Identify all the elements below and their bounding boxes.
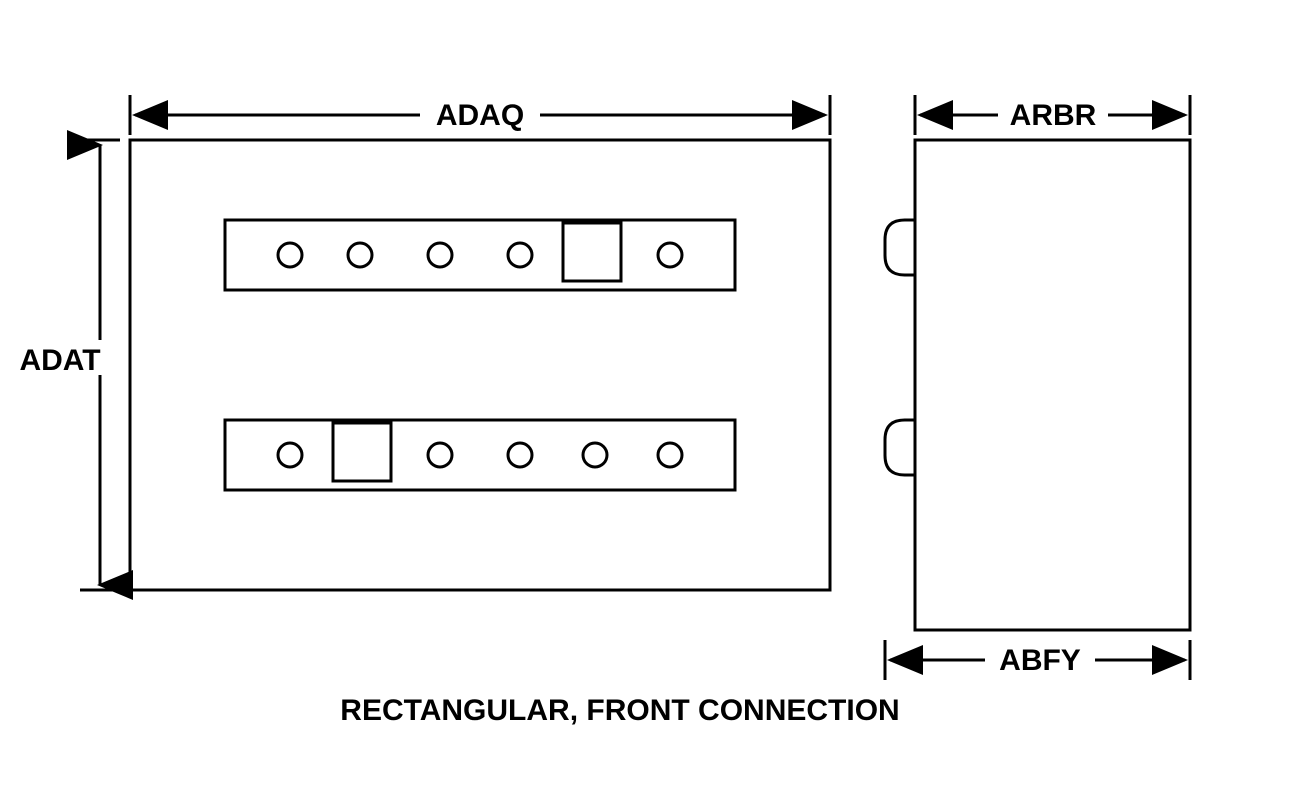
- hole-0-4: [658, 243, 682, 267]
- front-view: [130, 140, 830, 590]
- front-rect: [130, 140, 830, 590]
- hole-1-1: [428, 443, 452, 467]
- dim-label-arbr: ARBR: [1010, 99, 1097, 132]
- hole-1-0: [278, 443, 302, 467]
- hole-0-2: [428, 243, 452, 267]
- square-0: [563, 223, 621, 281]
- dim-label-adaq: ADAQ: [436, 99, 524, 132]
- hole-1-3: [583, 443, 607, 467]
- diagram-title: RECTANGULAR, FRONT CONNECTION: [340, 694, 899, 727]
- side-rect: [915, 140, 1190, 630]
- tab-0: [885, 220, 915, 275]
- side-view: [885, 140, 1190, 630]
- tab-1: [885, 420, 915, 475]
- dim-label-abfy: ABFY: [999, 644, 1081, 677]
- dimension-lines: ADAQ ADAT ARBR ABFY: [19, 95, 1190, 680]
- hole-0-1: [348, 243, 372, 267]
- hole-0-0: [278, 243, 302, 267]
- square-1: [333, 423, 391, 481]
- hole-0-3: [508, 243, 532, 267]
- technical-diagram: ADAQ ADAT ARBR ABFY RECTANGULAR, FRONT CONN…: [0, 0, 1290, 799]
- hole-1-4: [658, 443, 682, 467]
- hole-1-2: [508, 443, 532, 467]
- dim-label-adat: ADAT: [19, 344, 100, 377]
